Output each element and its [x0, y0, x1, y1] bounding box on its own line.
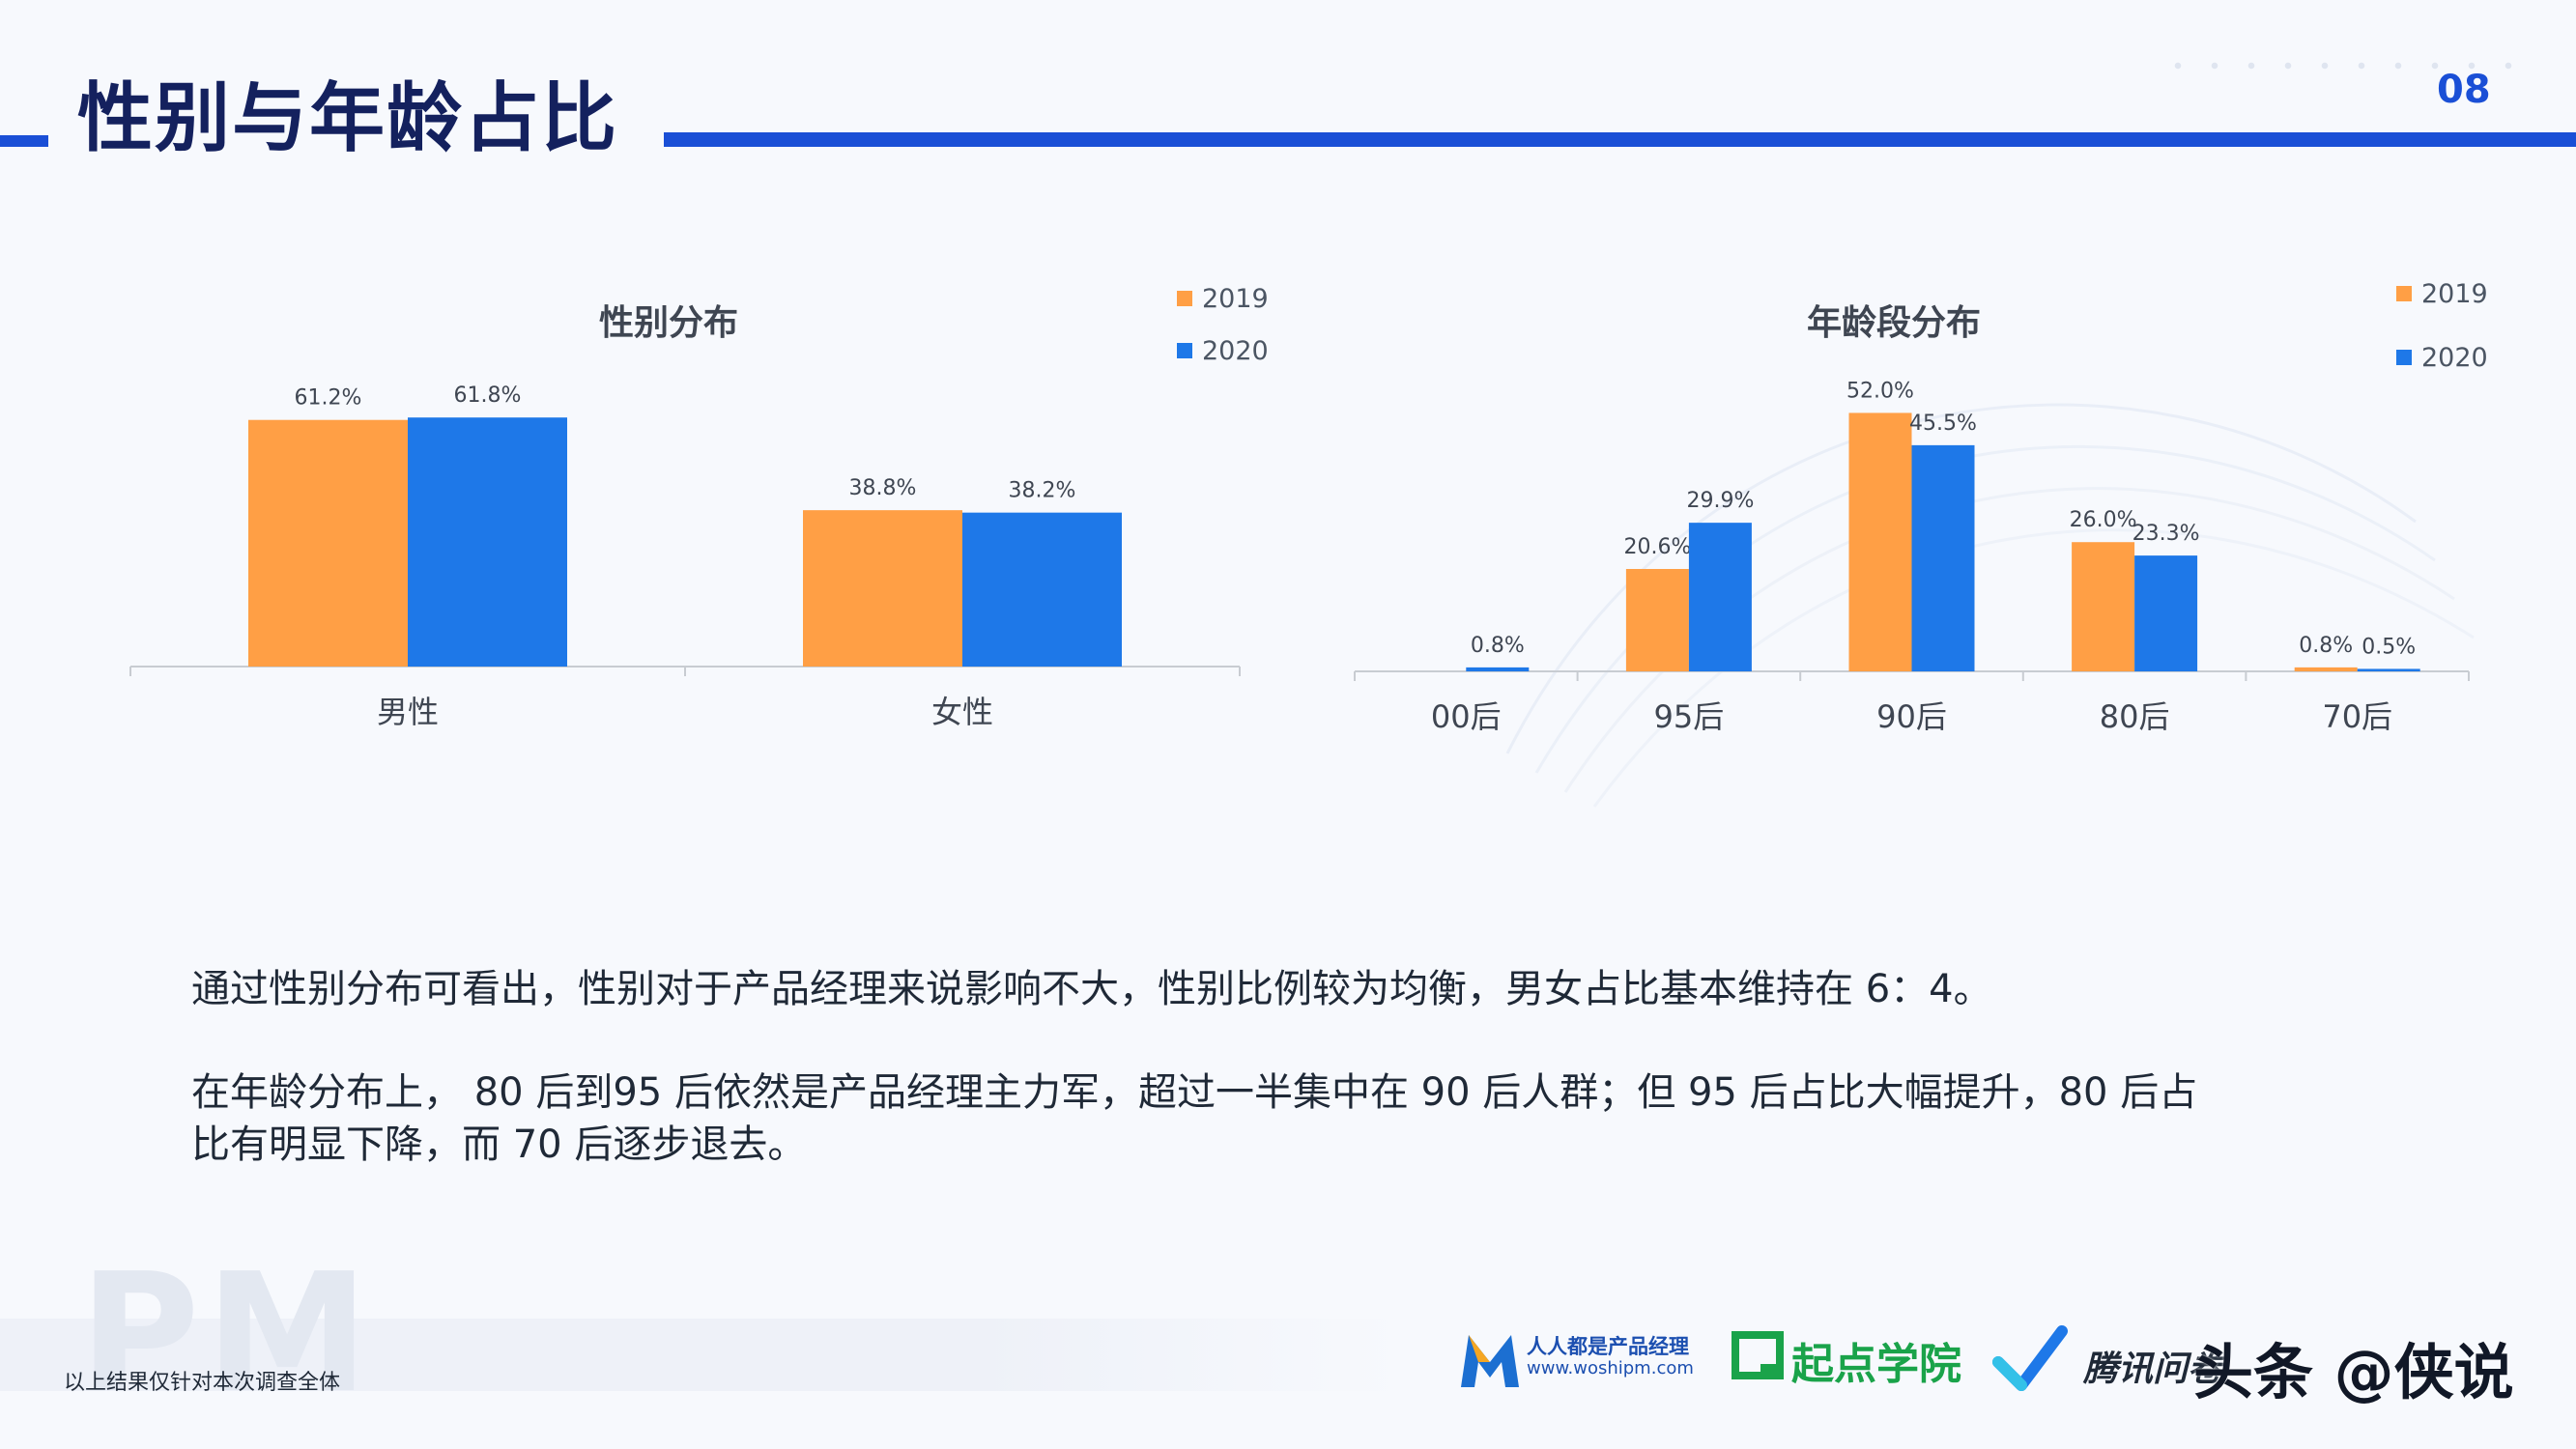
summary-paragraph-gender: 通过性别分布可看出，性别对于产品经理来说影响不大，性别比例较为均衡，男女占比基本… [191, 967, 1992, 1011]
legend-item-2019: 2019 [1177, 282, 1269, 315]
bar-2020-0 [1466, 667, 1530, 671]
summary-paragraph-age-line-1: 在年龄分布上， 80 后到95 后依然是产品经理主力军，超过一半集中在 90 后… [191, 1070, 2198, 1115]
data-label: 29.9% [1686, 489, 1754, 513]
bar-2020-0 [408, 417, 567, 667]
legend-item-2020: 2020 [1177, 334, 1269, 367]
x-tick-label: 95后 [1654, 698, 1725, 735]
legend-item-2019: 2019 [2396, 277, 2488, 310]
data-label: 20.6% [1623, 535, 1691, 559]
footer-note: 以上结果仅针对本次调查全体 [64, 1371, 341, 1395]
page-number: 08 [2437, 68, 2491, 112]
data-label: 52.0% [1846, 379, 1914, 403]
bar-2020-2 [1911, 444, 1975, 671]
age-bar-chart: 0.8% 00后 20.6% 29.9% 95后 52.0% 45.5% 90后 26.0%23… [1354, 379, 2470, 735]
x-tick-label: 男性 [377, 694, 439, 730]
qidian-logo: 起点学院 [1732, 1327, 1963, 1395]
pm-watermark: PM [79, 1238, 375, 1430]
x-tick-label: 70后 [2322, 698, 2392, 735]
bar-2019-3 [2072, 542, 2135, 671]
gender-chart-title: 性别分布 [599, 303, 739, 343]
toutiao-watermark: 头条 @侠说 [2193, 1337, 2514, 1407]
legend-label-2020: 2020 [1202, 335, 1269, 366]
bar-2019-0 [248, 419, 408, 667]
legend-label-2019: 2019 [2421, 278, 2488, 309]
woshipm-m-icon [1461, 1335, 1519, 1387]
legend-item-2020: 2020 [2396, 341, 2488, 374]
data-label: 0.8% [2299, 634, 2353, 658]
legend-swatch-2020 [2396, 350, 2412, 365]
woshipm-name: 人人都是产品经理 [1527, 1335, 1689, 1358]
summary-paragraph-age-line-2: 比有明显下降，而 70 后逐步退去。 [191, 1122, 807, 1167]
data-label: 61.2% [295, 386, 362, 411]
data-label: 0.5% [2361, 635, 2416, 659]
bar-2020-4 [2357, 668, 2420, 671]
legend-label-2020: 2020 [2421, 342, 2488, 373]
page-title: 性别与年龄占比 [77, 75, 619, 162]
data-label: 38.2% [1009, 479, 1076, 503]
x-tick-label: 00后 [1431, 698, 1502, 735]
bar-2020-1 [962, 512, 1122, 667]
data-label: 26.0% [2070, 508, 2137, 532]
x-tick-label: 90后 [1876, 698, 1947, 735]
bar-2019-1 [803, 510, 962, 667]
footer-strip [0, 1319, 1401, 1391]
check-icon [1992, 1325, 2068, 1391]
x-tick-label: 80后 [2100, 698, 2170, 735]
header-accent-left [0, 135, 48, 147]
data-label: 61.8% [454, 384, 522, 408]
age-chart-legend: 2019 2020 [2396, 277, 2488, 374]
age-chart-title: 年龄段分布 [1807, 303, 1982, 343]
bar-2019-1 [1625, 569, 1689, 671]
legend-swatch-2019 [1177, 291, 1192, 306]
data-label: 0.8% [1471, 634, 1525, 658]
tencent-wenjuan-name: 腾讯问卷 [2083, 1350, 2223, 1389]
bar-2019-2 [1848, 412, 1912, 671]
bar-2020-3 [2134, 555, 2198, 671]
legend-swatch-2020 [1177, 343, 1192, 358]
tencent-wenjuan-logo: 腾讯问卷 [1992, 1321, 2224, 1399]
bar-2020-1 [1688, 523, 1752, 671]
qidian-q-icon [1732, 1331, 1784, 1379]
decorative-dot-grid [2160, 43, 2517, 99]
summary-paragraph-age: 在年龄分布上， 80 后到95 后依然是产品经理主力军，超过一半集中在 90 后… [191, 1066, 2414, 1171]
qidian-name: 起点学院 [1791, 1340, 1961, 1389]
data-label: 45.5% [1909, 412, 1977, 436]
bar-2019-4 [2294, 667, 2358, 671]
header-accent-bar [664, 132, 2576, 147]
data-label: 38.8% [849, 476, 917, 500]
woshipm-logo: 人人都是产品经理 www.woshipm.com [1459, 1325, 1701, 1393]
data-label: 23.3% [2132, 522, 2200, 546]
gender-bar-chart: 61.2% 61.8% 男性 38.8% 38.2% 女性 [129, 384, 1241, 730]
woshipm-url: www.woshipm.com [1527, 1358, 1694, 1378]
legend-swatch-2019 [2396, 286, 2412, 301]
x-tick-label: 女性 [931, 694, 993, 730]
legend-label-2019: 2019 [1202, 283, 1269, 314]
gender-chart-legend: 2019 2020 [1177, 282, 1269, 367]
